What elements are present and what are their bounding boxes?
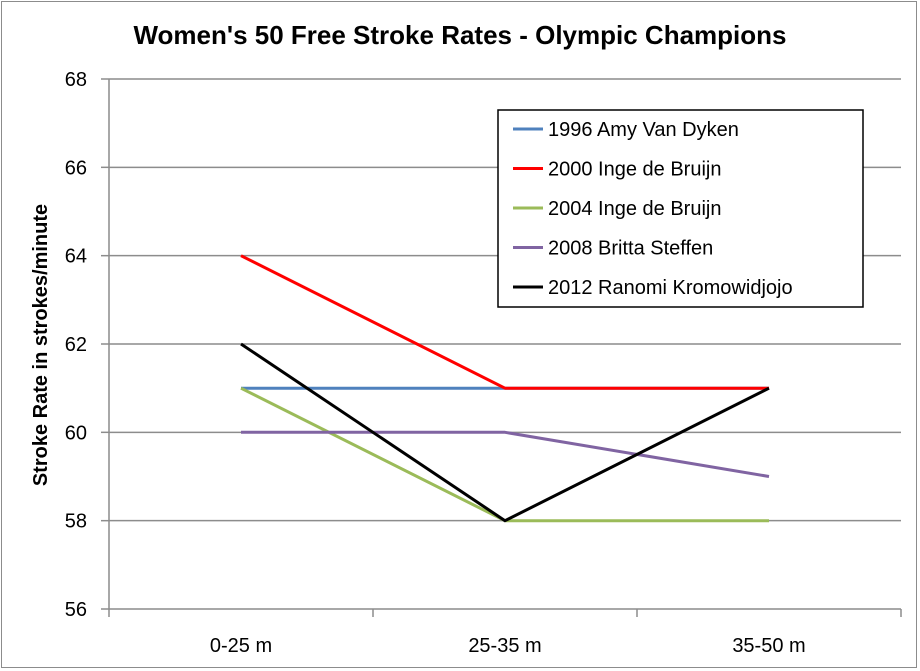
legend-items: 1996 Amy Van Dyken 2000 Inge de Bruijn 200…: [513, 119, 793, 299]
legend-label-1: 2000 Inge de Bruijn: [548, 159, 721, 181]
y-tick-label-68: 68: [65, 69, 87, 91]
legend: 1996 Amy Van Dyken 2000 Inge de Bruijn 200…: [497, 109, 864, 308]
x-tick-label-2: 35-50 m: [732, 635, 805, 657]
y-tick-label-64: 64: [65, 246, 87, 268]
x-tick-labels: 0-25 m 25-35 m 35-50 m: [210, 635, 806, 657]
y-tick-label-56: 56: [65, 599, 87, 621]
series-lines: [240, 254, 770, 523]
x-tick-label-1: 25-35 m: [468, 635, 541, 657]
y-tick-labels: 56 58 60 62 64 66 68: [65, 69, 87, 621]
y-axis-label: Stroke Rate in strokes/minute: [30, 204, 52, 486]
y-tick-label-62: 62: [65, 334, 87, 356]
legend-label-3: 2008 Britta Steffen: [548, 238, 713, 260]
y-tick-label-58: 58: [65, 511, 87, 533]
legend-label-0: 1996 Amy Van Dyken: [548, 119, 739, 141]
series-line-1: [240, 254, 769, 390]
y-tick-label-66: 66: [65, 157, 87, 179]
series-line-4: [240, 342, 770, 523]
axes: [101, 78, 902, 617]
y-tick-label-60: 60: [65, 422, 87, 444]
series-line-3: [241, 430, 770, 478]
legend-box: [497, 109, 864, 308]
chart-title: Women's 50 Free Stroke Rates - Olympic C…: [133, 20, 786, 50]
x-tick-label-0: 0-25 m: [210, 635, 272, 657]
series-line-2: [240, 386, 769, 523]
legend-label-2: 2004 Inge de Bruijn: [548, 198, 721, 220]
legend-label-4: 2012 Ranomi Kromowidjojo: [548, 277, 793, 299]
